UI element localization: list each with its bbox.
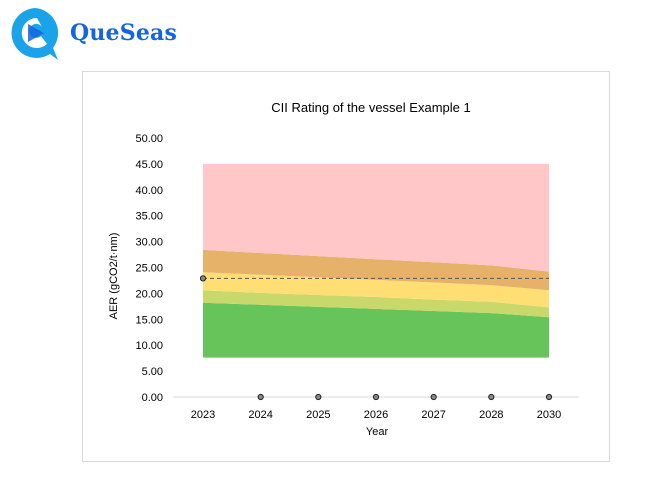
- data-point: [315, 393, 322, 401]
- y-tick-label: 45.00: [135, 159, 163, 171]
- x-axis-ticks: 2023 2024 2025 2026 2027 2028 2030: [191, 409, 561, 421]
- data-point: [257, 393, 264, 401]
- data-points: [199, 275, 553, 401]
- chart-title: CII Rating of the vessel Example 1: [271, 100, 470, 115]
- y-tick-label: 0.00: [142, 392, 163, 404]
- rating-band-b: [203, 290, 549, 318]
- y-tick-label: 15.00: [135, 314, 163, 326]
- cii-rating-chart: CII Rating of the vessel Example 1 0.00 5…: [108, 100, 579, 438]
- rating-bands: [203, 163, 549, 358]
- x-tick-label: 2026: [364, 409, 388, 421]
- y-tick-label: 20.00: [135, 288, 163, 300]
- rating-band-a: [203, 302, 549, 358]
- y-tick-label: 25.00: [135, 263, 163, 275]
- x-tick-label: 2030: [537, 409, 561, 421]
- x-tick-label: 2024: [248, 409, 272, 421]
- x-tick-label: 2027: [421, 409, 445, 421]
- y-tick-label: 50.00: [135, 133, 163, 145]
- data-point: [488, 393, 495, 401]
- chart-container: CII Rating of the vessel Example 1 0.00 5…: [82, 71, 610, 462]
- y-tick-label: 30.00: [135, 237, 163, 249]
- y-tick-label: 40.00: [135, 185, 163, 197]
- x-axis-title: Year: [366, 426, 389, 438]
- x-tick-label: 2028: [479, 409, 503, 421]
- data-point: [430, 393, 437, 401]
- y-tick-label: 35.00: [135, 211, 163, 223]
- queseas-logo-icon: [11, 8, 59, 60]
- y-axis-title: AER (gCO2/t·nm): [108, 233, 120, 320]
- rating-band-c: [203, 272, 549, 308]
- y-tick-label: 5.00: [142, 366, 163, 378]
- data-point: [372, 393, 380, 401]
- y-axis-ticks: 0.00 5.00 10.00 15.00 20.00 25.00 30.00 35.00 40…: [135, 133, 163, 404]
- x-tick-label: 2023: [191, 409, 215, 421]
- y-tick-label: 10.00: [135, 340, 163, 352]
- rating-band-e: [203, 163, 549, 272]
- rating-band-d: [203, 249, 549, 291]
- brand-logo[interactable]: QueSeas: [6, 4, 177, 62]
- data-point: [199, 275, 207, 282]
- x-tick-label: 2025: [306, 409, 330, 421]
- data-point: [545, 393, 553, 401]
- brand-name: QueSeas: [70, 20, 178, 46]
